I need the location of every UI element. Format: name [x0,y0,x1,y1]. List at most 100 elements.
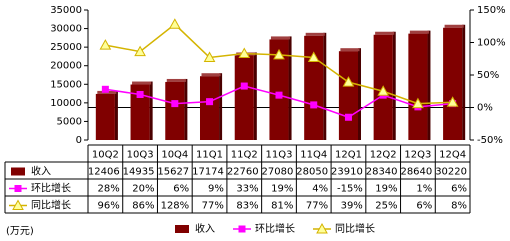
point [275,91,283,99]
legend-label: 环比增长 [255,222,295,235]
y-tick-label: 5000 [57,116,82,127]
table-value: 14935 [123,167,155,178]
table-value: 6% [451,184,467,195]
bar [338,51,359,140]
legend-label: 同比增长 [335,222,375,235]
bar-top [270,36,291,40]
y2-tick-label: 50% [477,70,499,81]
y-tick-label: 20000 [50,61,82,72]
point [342,76,355,87]
y2-tick-label: -50% [477,135,503,146]
bar-side [149,81,153,140]
point [134,45,146,57]
table-value: 25% [375,201,397,212]
table-value: -15% [337,184,363,195]
point [310,101,318,109]
x-tick-label: 10Q3 [127,150,154,161]
bar-side [323,32,327,140]
y-tick-label: 10000 [50,98,82,109]
y-tick-label: 0 [76,135,82,146]
bar-top [305,32,325,36]
y-tick-label: 25000 [50,42,82,53]
table-value: 22760 [227,167,259,178]
table-key [11,167,25,176]
x-tick-label: 10Q2 [92,150,119,161]
table-value: 39% [341,201,363,212]
x-tick-label: 11Q3 [266,150,293,161]
legend-marker [238,225,246,233]
table-value: 27080 [262,167,294,178]
point [99,39,112,50]
point [171,100,179,108]
bar-top [132,81,152,85]
bar-side [288,36,292,140]
bar [130,84,150,140]
table-value: 19% [375,184,397,195]
bar [165,81,185,140]
bar [234,55,254,140]
bar [199,76,220,140]
table-value: 28640 [400,167,432,178]
table-value: 9% [208,184,224,195]
table-value: 81% [271,201,293,212]
bar-side [114,90,118,140]
bar-side [253,52,257,140]
x-tick-label: 11Q2 [231,150,258,161]
table-value: 20% [132,184,154,195]
bar [408,33,428,140]
y-tick-label: 30000 [50,24,82,35]
table-value: 83% [236,201,258,212]
table-value: 6% [416,201,432,212]
point [344,113,352,121]
bar [95,93,115,140]
legend-marker [316,222,328,234]
table-value: 4% [312,184,328,195]
point [377,85,390,96]
table-marker [12,199,24,210]
point [307,51,320,62]
bar-top [201,73,221,77]
point [446,96,459,107]
bar-top [409,30,429,34]
x-tick-label: 11Q4 [300,150,327,161]
unit: (万元) [6,226,34,237]
bar-side [358,48,362,140]
table-value: 1% [416,184,432,195]
table-value: 96% [97,201,119,212]
bar-top [444,24,464,28]
table-value: 30220 [435,167,467,178]
bar-top [340,48,360,52]
point [240,82,248,90]
legend-key [175,225,189,233]
y2-tick-label: 150% [477,5,506,16]
table-value: 8% [451,201,467,212]
y2-tick-label: 0% [477,103,493,114]
point [206,98,214,106]
table-marker [14,185,22,192]
x-tick-label: 12Q2 [370,150,397,161]
table-series-name: 环比增长 [31,182,71,195]
bar-top [375,31,395,35]
bar-top [166,78,186,82]
bar [443,27,463,140]
point [273,48,285,60]
table-value: 17174 [192,167,224,178]
bar-side [462,24,466,140]
table-series-name: 收入 [31,165,51,178]
x-tick-label: 12Q1 [335,150,362,161]
x-tick-label: 12Q3 [404,150,431,161]
point [412,97,424,109]
point [168,18,181,29]
table-value: 15627 [157,167,189,178]
bar [269,39,289,140]
legend-label: 收入 [195,222,215,235]
y2-tick-label: 100% [477,38,506,49]
table-value: 86% [132,201,154,212]
table-series-name: 同比增长 [31,199,71,212]
point [136,91,144,98]
x-tick-label: 11Q1 [196,150,223,161]
table-value: 77% [306,201,328,212]
table-value: 28340 [366,167,398,178]
table-value: 77% [202,201,224,212]
table-value: 19% [271,184,293,195]
